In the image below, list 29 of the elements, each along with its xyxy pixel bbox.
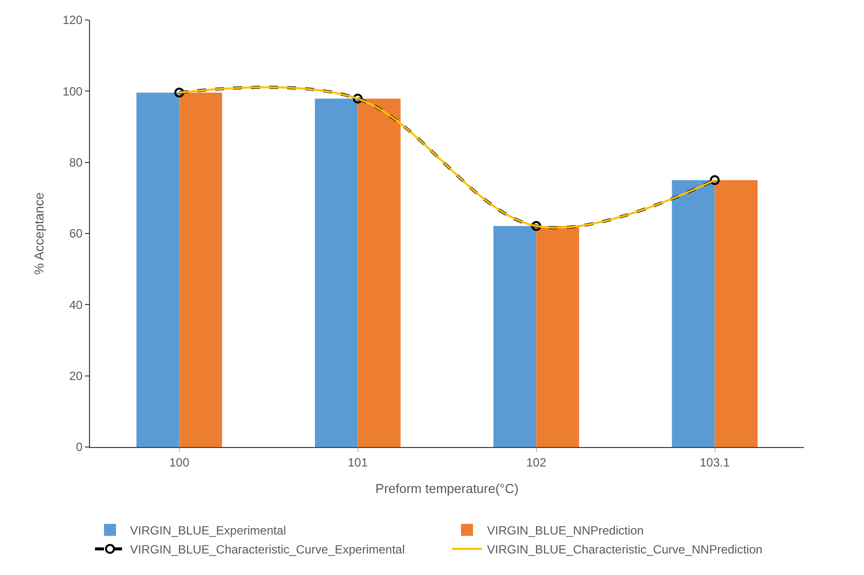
x-tick-label: 100 bbox=[169, 455, 190, 470]
point bbox=[531, 221, 542, 232]
y-axis-title: % Acceptance bbox=[32, 192, 47, 275]
bar bbox=[358, 98, 401, 447]
point bbox=[710, 175, 720, 186]
y-tick-label: 40 bbox=[69, 298, 83, 312]
y-tick-label: 120 bbox=[62, 13, 83, 28]
bar bbox=[136, 92, 180, 447]
point bbox=[174, 88, 184, 98]
bar bbox=[314, 98, 358, 447]
x-tick-label: 102 bbox=[526, 455, 547, 470]
y-tick-label: 0 bbox=[76, 440, 83, 454]
legend-label: VIRGIN_BLUE_Characteristic_Curve_Experimental bbox=[130, 542, 405, 556]
bar bbox=[672, 180, 715, 447]
y-tick-label: 20 bbox=[69, 369, 83, 384]
legend-label: VIRGIN_BLUE_Experimental bbox=[130, 524, 286, 538]
point bbox=[352, 94, 363, 104]
legend-label: VIRGIN_BLUE_NNPrediction bbox=[487, 524, 644, 538]
y-tick-label: 60 bbox=[69, 226, 83, 241]
bar bbox=[536, 226, 580, 447]
x-tick-label: 103.1 bbox=[700, 455, 730, 470]
bar bbox=[493, 226, 536, 447]
bar bbox=[179, 92, 222, 447]
y-tick-label: 100 bbox=[62, 84, 83, 98]
x-axis-title: Preform temperature(°C) bbox=[375, 481, 519, 496]
bar bbox=[714, 180, 758, 447]
x-tick-label: 101 bbox=[348, 455, 368, 470]
y-tick-label: 80 bbox=[69, 156, 83, 170]
legend-label: VIRGIN_BLUE_Characteristic_Curve_NNPrediction bbox=[487, 542, 762, 556]
